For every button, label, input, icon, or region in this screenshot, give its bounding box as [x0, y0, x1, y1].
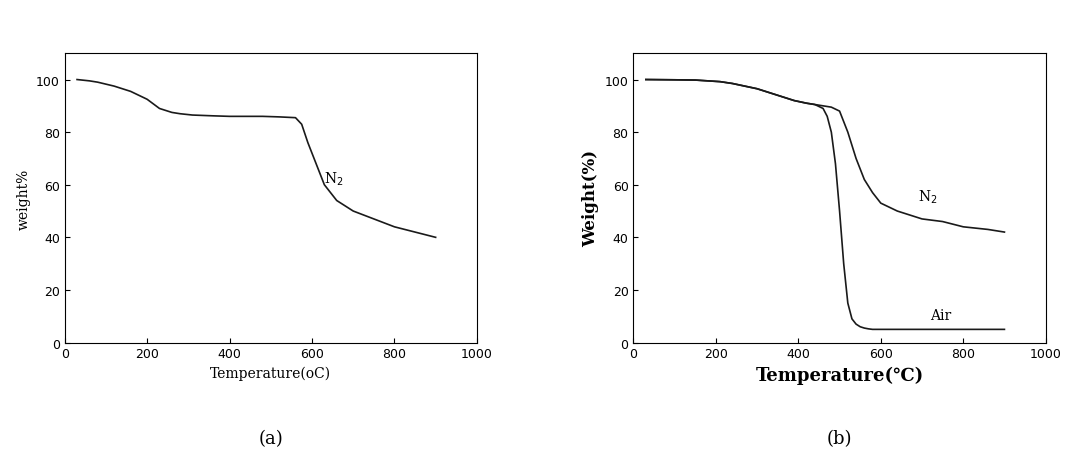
Y-axis label: Weight(%): Weight(%) [582, 150, 599, 247]
X-axis label: Temperature(℃): Temperature(℃) [756, 366, 924, 384]
Text: N$_2$: N$_2$ [324, 170, 344, 187]
Text: (b): (b) [827, 429, 853, 447]
Text: N$_2$: N$_2$ [917, 188, 938, 206]
Text: (a): (a) [259, 429, 284, 447]
X-axis label: Temperature(oC): Temperature(oC) [210, 366, 331, 381]
Text: Air: Air [930, 308, 952, 322]
Y-axis label: weight%: weight% [16, 168, 30, 229]
